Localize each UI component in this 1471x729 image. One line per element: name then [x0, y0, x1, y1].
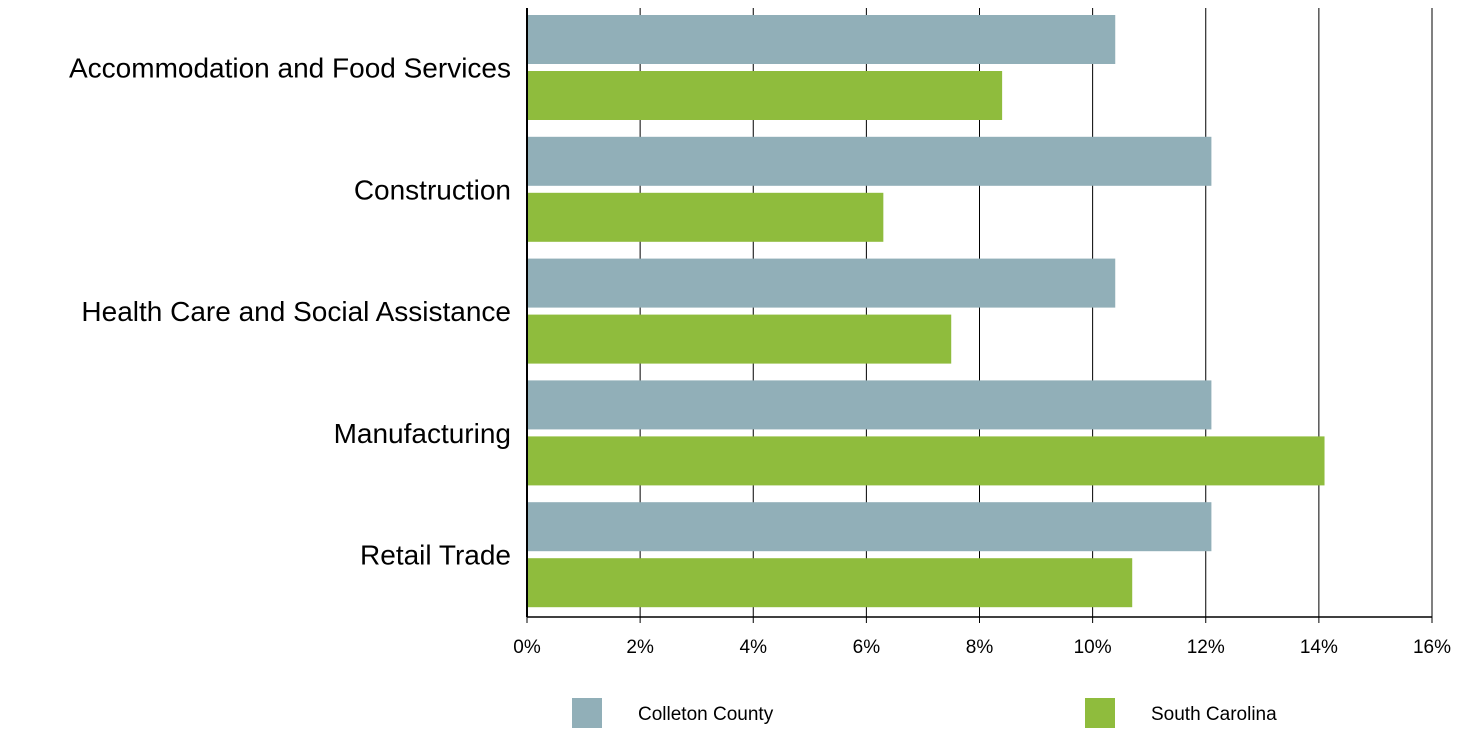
bar-south-carolina [527, 314, 952, 364]
bar-colleton-county [527, 258, 1116, 308]
x-tick-labels: 0% 2% 4% 6% 8% 10% 12% 14% 16% [513, 637, 1451, 658]
x-tick-label: 12% [1187, 637, 1225, 658]
bar-colleton-county [527, 380, 1212, 430]
x-tick-label: 16% [1413, 637, 1451, 658]
bar-south-carolina [527, 436, 1325, 486]
bar-south-carolina [527, 71, 1003, 120]
legend-swatch [572, 698, 602, 728]
x-tick-label: 0% [513, 637, 541, 658]
bar-colleton-county [527, 136, 1212, 186]
category-label: Manufacturing [334, 418, 511, 449]
legend-label: Colleton County [638, 704, 774, 725]
category-label: Health Care and Social Assistance [81, 296, 511, 327]
bar-colleton-county [527, 502, 1212, 552]
axes [526, 8, 1433, 623]
bars [527, 15, 1325, 608]
legend-label: South Carolina [1151, 704, 1277, 725]
category-label: Retail Trade [360, 540, 511, 571]
x-tick-label: 8% [966, 637, 994, 658]
bar-south-carolina [527, 558, 1133, 608]
x-tick-label: 4% [740, 637, 768, 658]
category-label: Construction [354, 174, 511, 205]
x-tick-label: 14% [1300, 637, 1338, 658]
x-tick-label: 2% [626, 637, 654, 658]
category-label: Accommodation and Food Services [69, 53, 511, 84]
legend: Colleton County South Carolina [572, 698, 1277, 728]
x-tick-label: 10% [1074, 637, 1112, 658]
x-tick-label: 6% [853, 637, 881, 658]
bar-colleton-county [527, 15, 1116, 64]
category-labels: Accommodation and Food Services Construct… [69, 53, 511, 571]
bar-south-carolina [527, 192, 884, 242]
legend-swatch [1085, 698, 1115, 728]
